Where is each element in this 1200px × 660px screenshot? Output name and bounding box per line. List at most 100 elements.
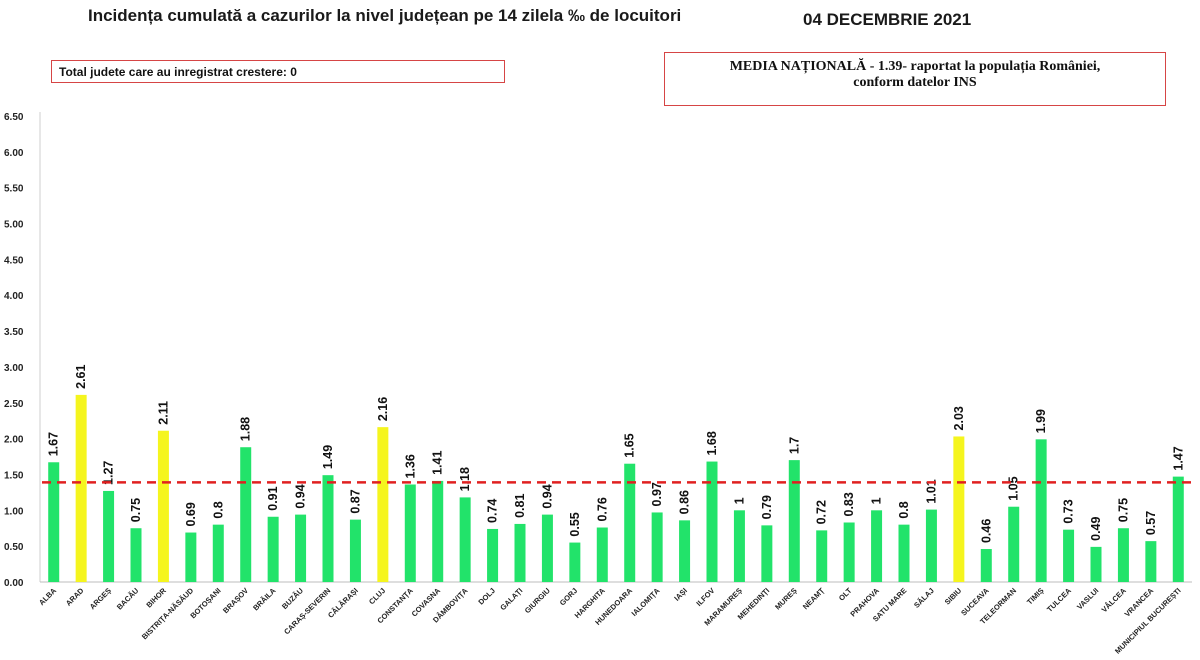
data-label: 0.57: [1144, 511, 1158, 535]
x-tick-label: ARAD: [64, 586, 86, 608]
bar-giurgiu: [541, 514, 553, 582]
x-tick-label: VASLUI: [1075, 586, 1100, 611]
bar-satu-mare: [898, 524, 910, 582]
national-average-box: MEDIA NAȚIONALĂ - 1.39- raportat la popu…: [664, 52, 1166, 106]
bar-mureș: [788, 460, 800, 582]
x-tick-label: BRĂILA: [251, 586, 278, 613]
bar-municipiul-bucurești: [1172, 476, 1184, 582]
x-tick-label: TIMIȘ: [1025, 586, 1046, 607]
data-label: 0.55: [568, 512, 582, 536]
data-label: 2.61: [74, 365, 88, 389]
y-tick-label: 0.50: [4, 542, 24, 553]
data-label: 0.97: [650, 482, 664, 506]
x-tick-label: TULCEA: [1045, 586, 1073, 614]
x-tick-label: ARGEȘ: [88, 586, 113, 611]
y-tick-label: 6.00: [4, 148, 24, 159]
data-label: 0.74: [486, 499, 500, 523]
data-label: 0.86: [678, 490, 692, 514]
x-tick-label: ALBA: [37, 586, 59, 608]
x-tick-label: SĂLAJ: [912, 586, 936, 610]
data-label: 1.01: [924, 479, 938, 503]
x-tick-label: GORJ: [558, 586, 579, 607]
x-tick-label: MUREȘ: [773, 586, 799, 612]
data-label: 1.05: [1007, 476, 1021, 500]
data-label: 0.83: [842, 492, 856, 516]
bar-constanța: [404, 484, 416, 582]
national-average-line2: conform datelor INS: [853, 75, 977, 90]
data-label: 0.75: [129, 498, 143, 522]
data-label: 0.8: [897, 501, 911, 518]
data-label: 0.8: [211, 501, 225, 518]
data-label: 1.49: [321, 445, 335, 469]
bar-arad: [75, 394, 87, 582]
data-label: 2.11: [156, 401, 170, 425]
data-label: 0.49: [1089, 516, 1103, 540]
data-label: 1.7: [787, 437, 801, 454]
bar-bacău: [130, 528, 142, 582]
data-label: 1: [870, 497, 884, 504]
bar-brăila: [267, 516, 279, 582]
bar-maramureș: [733, 510, 745, 582]
data-label: 1.27: [102, 461, 116, 485]
data-label: 0.81: [513, 494, 527, 518]
data-label: 2.03: [952, 406, 966, 430]
x-tick-label: IAȘI: [672, 586, 689, 603]
bar-caraș-severin: [322, 475, 334, 582]
bar-argeș: [103, 490, 115, 582]
bar-călărași: [349, 519, 361, 582]
bar-tulcea: [1063, 529, 1075, 582]
x-tick-label: CLUJ: [367, 586, 387, 606]
data-label: 1.36: [403, 454, 417, 478]
bar-gorj: [569, 542, 581, 582]
bar-suceava: [980, 549, 992, 582]
data-label: 1.41: [431, 451, 445, 475]
bar-alba: [48, 462, 60, 582]
data-label: 0.94: [540, 484, 554, 508]
bar-cluj: [377, 427, 389, 582]
data-label: 0.91: [266, 486, 280, 510]
x-tick-label: BISTRIȚA-NĂSĂUD: [140, 586, 196, 642]
data-label: 1.99: [1034, 409, 1048, 433]
y-tick-label: 2.50: [4, 399, 24, 410]
bar-galați: [514, 523, 526, 582]
bar-dâmbovița: [459, 497, 471, 582]
bar-mehedinți: [761, 525, 773, 582]
x-tick-label: BIHOR: [144, 586, 168, 610]
y-tick-label: 1.00: [4, 506, 24, 517]
x-tick-label: ILFOV: [694, 586, 716, 608]
x-tick-label: BRAȘOV: [221, 586, 250, 615]
data-label: 1.88: [239, 417, 253, 441]
x-tick-label: GALAȚI: [498, 586, 524, 612]
bar-hunedoara: [624, 463, 636, 582]
x-tick-label: DOLJ: [476, 586, 497, 607]
bar-bihor: [157, 430, 169, 582]
y-tick-label: 2.00: [4, 435, 24, 446]
x-tick-label: GIURGIU: [523, 586, 552, 615]
growth-note-box: Total judete care au inregistrat crester…: [51, 60, 505, 83]
bar-iași: [679, 520, 691, 582]
x-tick-label: SIBIU: [943, 586, 964, 607]
bar-ialomița: [651, 512, 663, 582]
y-tick-label: 3.00: [4, 363, 24, 374]
bar-olt: [843, 522, 855, 582]
data-label: 0.79: [760, 495, 774, 519]
bar-buzău: [295, 514, 307, 582]
data-label: 1.68: [705, 431, 719, 455]
y-tick-label: 4.50: [4, 255, 24, 266]
bar-teleorman: [1008, 506, 1020, 582]
bar-vaslui: [1090, 546, 1102, 582]
bar-vâlcea: [1117, 528, 1129, 582]
bar-sălaj: [925, 509, 937, 582]
x-tick-label: CARAȘ-SEVERIN: [282, 586, 332, 636]
y-tick-label: 4.00: [4, 291, 24, 302]
x-tick-label: NEAMȚ: [801, 586, 827, 612]
bar-harghita: [596, 527, 608, 582]
bar-prahova: [871, 510, 883, 582]
y-tick-label: 5.50: [4, 184, 24, 195]
data-label: 0.94: [294, 484, 308, 508]
bar-sibiu: [953, 436, 965, 582]
bar-ilfov: [706, 461, 718, 582]
y-tick-label: 5.00: [4, 220, 24, 231]
x-tick-label: IALOMIȚA: [630, 586, 662, 618]
data-label: 0.76: [595, 497, 609, 521]
